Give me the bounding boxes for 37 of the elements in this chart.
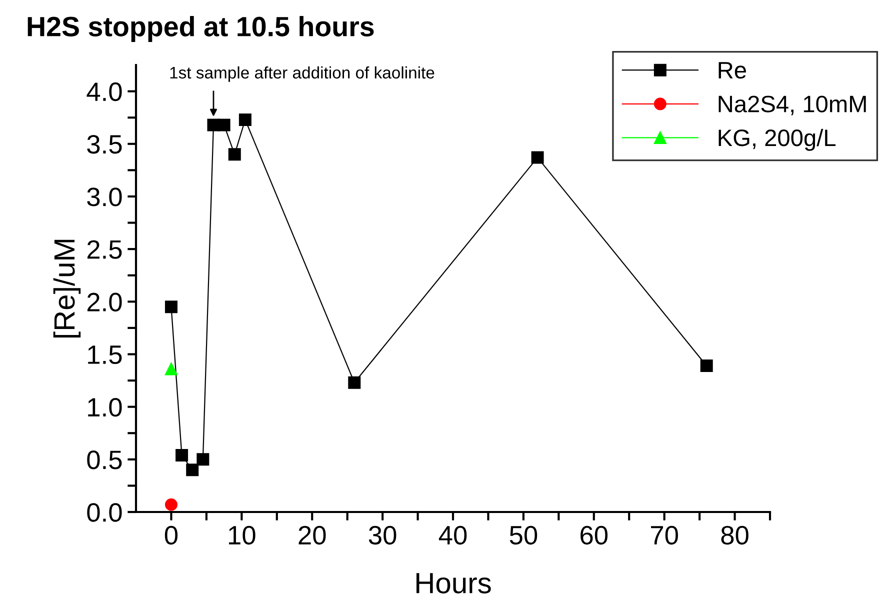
point [164,362,178,376]
x-tick-label: 50 [510,526,538,545]
y-tick-label: 0.5 [87,450,122,470]
y-tick-label: 3.5 [87,135,122,154]
point [176,448,188,462]
point [164,498,178,511]
x-tick-label: 20 [298,526,326,545]
legend-label: Re [718,62,746,79]
x-tick-label: 40 [438,526,467,545]
y-tick-label: 3.0 [87,188,122,206]
chart-title: H2S stopped at 10.5 hours [28,16,374,42]
y-tick-label: 1.0 [88,398,122,417]
point [238,113,252,126]
y-tick-label: 1.5 [88,346,122,364]
y-tick-label: 4.0 [86,82,122,102]
point [164,300,178,314]
point [228,148,241,161]
x-tick-label: 30 [368,526,396,545]
point [531,151,544,164]
legend-label: KG, 200g/L [718,128,836,151]
point [196,453,210,466]
x-tick-label: 0 [164,526,178,545]
x-axis-title: Hours [416,573,491,594]
point [218,118,230,132]
x-tick-label: 10 [229,526,256,545]
point [700,360,713,372]
legend-label: Na2S4, 10mM [718,96,866,116]
y-tick-label: 2.0 [87,292,122,312]
x-tick-label: 80 [721,526,748,545]
x-tick-label: 60 [580,526,608,545]
point [348,376,361,389]
annotation: 1st sample after addition of kaolinite [170,66,434,82]
point [186,464,199,476]
y-axis-title: [Re]/uM [53,240,81,338]
y-tick-label: 2.5 [87,240,122,259]
x-tick-label: 70 [651,526,678,545]
y-tick-label: 0.0 [87,503,122,522]
